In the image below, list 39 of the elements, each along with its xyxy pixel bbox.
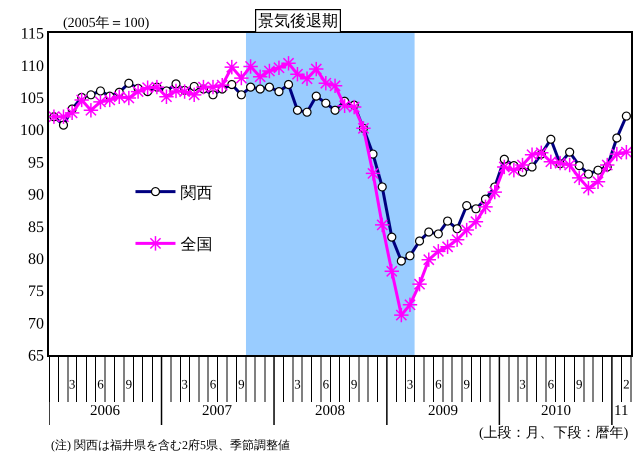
text: (上段：月、下段：暦年) <box>479 425 629 441</box>
text: 2007 <box>202 403 232 419</box>
x-tick-label: 6 <box>210 376 217 392</box>
text: 2010 <box>541 403 571 419</box>
x-tick-label: 9 <box>463 376 470 392</box>
x-tick-label: 9 <box>126 376 132 392</box>
band-label: 景気後退期 <box>258 12 338 30</box>
x-tick-label: 6 <box>322 376 330 392</box>
y-tick-label: 65 <box>28 348 44 365</box>
x-tick-label: 6 <box>435 376 442 392</box>
y-tick-label: 75 <box>28 283 44 300</box>
text: (注) 関西は福井県を含む2府5県、季節調整値 <box>51 438 290 452</box>
x-tick-label: 3 <box>68 376 76 392</box>
y-tick-label: 90 <box>28 186 44 204</box>
y-tick-label: 100 <box>20 122 44 140</box>
text: 2009 <box>428 403 458 419</box>
x-tick-label: 2 <box>623 376 630 392</box>
text: 2006 <box>90 403 120 419</box>
x-tick-label: 9 <box>350 376 358 392</box>
y-tick-label: 105 <box>20 90 44 107</box>
text: 11 <box>614 403 628 419</box>
y-tick-label: 80 <box>28 251 44 268</box>
x-tick-label: 6 <box>548 376 555 392</box>
y-tick-label: 110 <box>20 58 44 75</box>
x-tick-label: 9 <box>238 376 245 392</box>
legend-label: 全国 <box>180 236 212 254</box>
text: 2008 <box>315 403 345 419</box>
y-tick-label: 85 <box>28 218 44 236</box>
x-tick-label: 3 <box>406 376 414 392</box>
x-tick-label: 6 <box>97 376 104 392</box>
y-tick-label: 115 <box>20 26 44 43</box>
y-tick-label: 95 <box>28 154 44 172</box>
legend-label: 関西 <box>180 184 212 202</box>
y-tick-label: 70 <box>28 315 44 332</box>
y-axis-title: (2005年＝100) <box>63 15 150 31</box>
x-tick-label: 3 <box>519 376 526 392</box>
x-tick-label: 9 <box>576 376 582 392</box>
x-tick-label: 3 <box>294 376 301 392</box>
x-tick-label: 3 <box>181 376 188 392</box>
